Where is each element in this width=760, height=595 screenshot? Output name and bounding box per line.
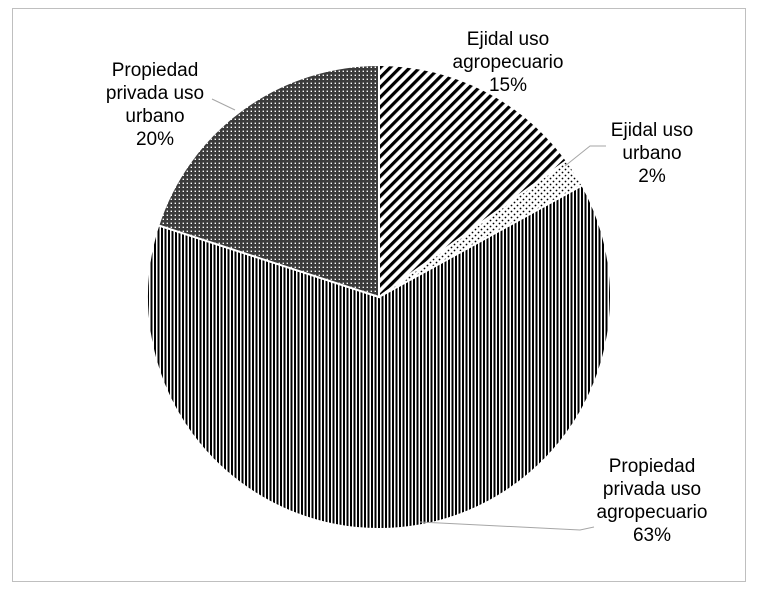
- leader-line-3: [419, 521, 595, 531]
- slice-label-line: 20%: [136, 129, 174, 150]
- slice-label-line: Propiedad: [609, 456, 696, 477]
- slice-label-line: urbano: [622, 143, 681, 164]
- slice-label-4: Propiedad privada uso urbano 20%: [106, 60, 204, 150]
- pie-slice-3: [146, 183, 612, 530]
- pie-slice-4: [157, 63, 380, 299]
- slice-label-line: Ejidal uso: [611, 120, 693, 141]
- pie-slice-1: [378, 63, 569, 299]
- slice-label-line: privada uso: [106, 83, 204, 104]
- slice-label-1: Ejidal uso agropecuario 15%: [453, 29, 564, 96]
- slice-label-2: Ejidal uso urbano 2%: [611, 120, 693, 187]
- slice-label-line: Ejidal uso: [467, 29, 549, 50]
- slice-label-line: 63%: [633, 525, 671, 546]
- slice-label-line: 15%: [489, 75, 527, 96]
- slice-label-line: privada uso: [603, 479, 701, 500]
- slice-label-line: 2%: [638, 166, 666, 187]
- slice-label-line: agropecuario: [597, 502, 708, 523]
- slice-label-line: agropecuario: [453, 52, 564, 73]
- leader-line-2: [564, 145, 606, 167]
- slice-label-3: Propiedad privada uso agropecuario 63%: [597, 456, 708, 546]
- slice-label-line: Propiedad: [112, 60, 199, 81]
- slice-label-line: urbano: [125, 106, 184, 127]
- leader-line-4: [211, 98, 236, 111]
